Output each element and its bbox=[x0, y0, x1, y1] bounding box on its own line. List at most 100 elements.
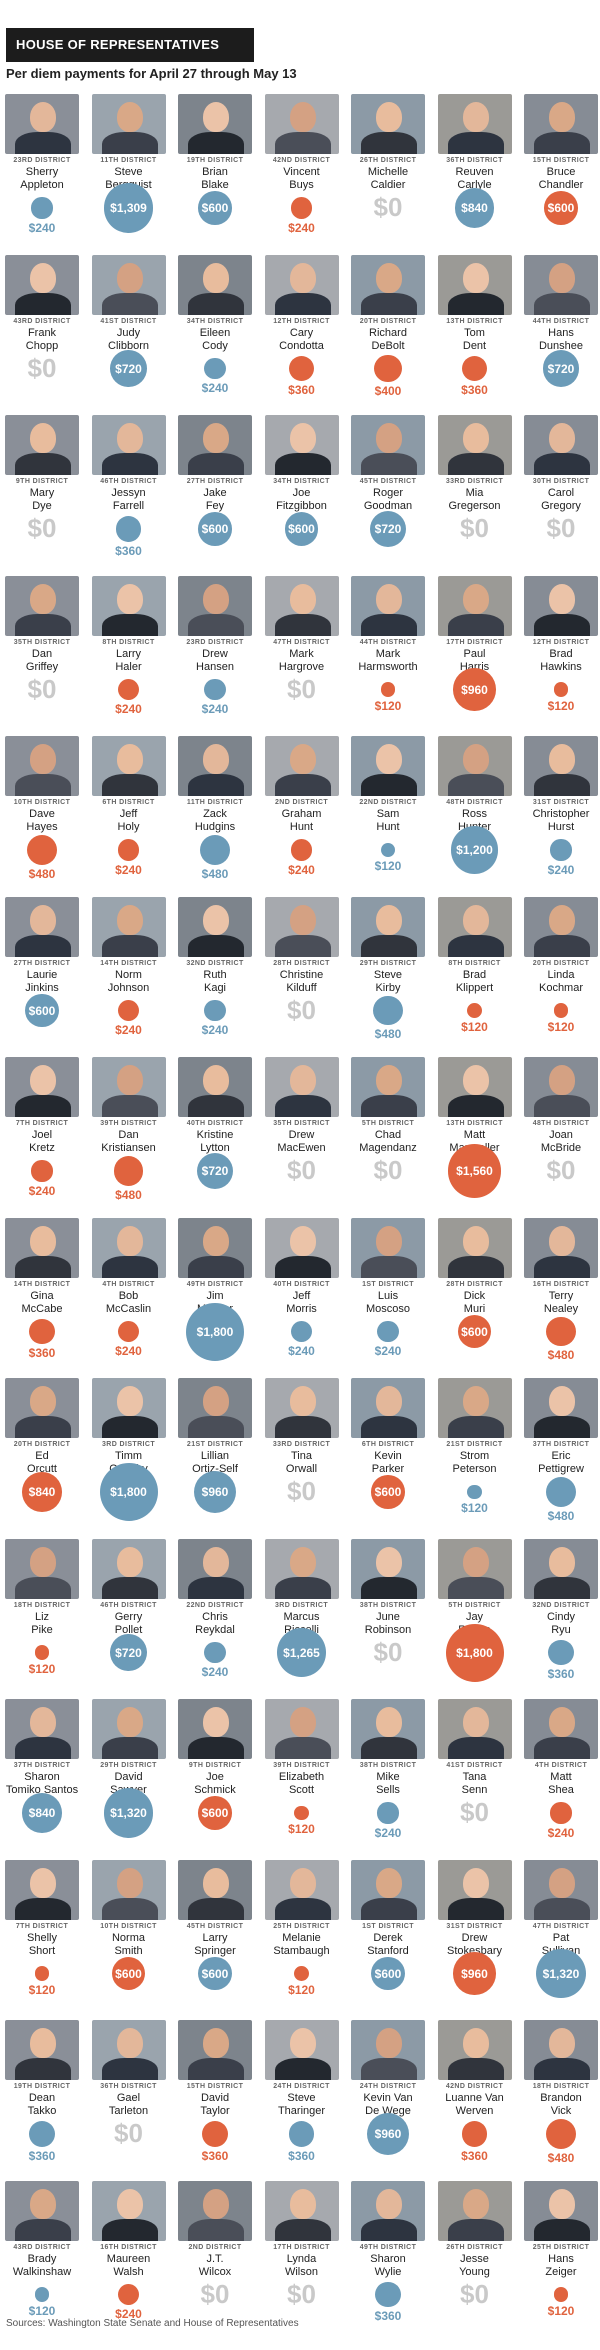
member-last-name: Orcutt bbox=[27, 1463, 57, 1475]
district-label: 49TH DISTRICT bbox=[186, 1280, 244, 1288]
member-card: 30TH DISTRICT Carol Gregory $0 bbox=[521, 415, 600, 565]
photo-head bbox=[203, 1225, 229, 1256]
payment-amount: $840 bbox=[28, 1485, 56, 1499]
member-first-name: Paul bbox=[463, 647, 486, 660]
photo-head bbox=[462, 2028, 489, 2058]
member-photo bbox=[91, 1057, 166, 1117]
photo-body bbox=[534, 292, 590, 315]
payment-amount: $600 bbox=[461, 1324, 488, 1339]
member-last-name: Zeiger bbox=[545, 2265, 577, 2278]
member-photo bbox=[178, 254, 252, 315]
member-card: 42ND DISTRICT Vincent Buys $240 bbox=[262, 94, 342, 244]
member-first-name: Bob bbox=[118, 1289, 139, 1302]
photo-body bbox=[361, 1255, 417, 1278]
payment-amount: $240 bbox=[28, 1183, 56, 1198]
district-label: 32ND DISTRICT bbox=[186, 959, 244, 967]
member-first-name: Kevin bbox=[374, 1450, 402, 1462]
payment-amount: $240 bbox=[547, 862, 575, 877]
member-last-name: De Wege bbox=[365, 2105, 411, 2117]
member-card: 9TH DISTRICT Joe Schmick $600 bbox=[175, 1699, 255, 1849]
district-label: 13TH DISTRICT bbox=[446, 1120, 503, 1127]
member-photo bbox=[91, 1378, 166, 1438]
district-label: 2ND DISTRICT bbox=[274, 799, 329, 806]
payment-amount: $240 bbox=[547, 1825, 575, 1840]
district-label: 19TH DISTRICT bbox=[13, 2083, 71, 2090]
photo-head bbox=[203, 423, 229, 453]
member-last-name: Wilcox bbox=[198, 2265, 232, 2278]
member-photo bbox=[437, 1538, 512, 1599]
member-last-name: Clibborn bbox=[108, 339, 149, 352]
photo-body bbox=[188, 934, 244, 957]
member-last-name: Muri bbox=[463, 1302, 486, 1315]
member-card: 21ST DISTRICT Lillian Ortiz-Self $960 bbox=[175, 1378, 255, 1528]
photo-head bbox=[376, 1867, 402, 1898]
payment-bubble bbox=[447, 1144, 502, 1198]
member-first-name: Brian bbox=[202, 166, 228, 178]
member-first-name: Dan bbox=[31, 647, 53, 660]
member-last-name: Springer bbox=[194, 1944, 236, 1957]
photo-body bbox=[274, 774, 331, 796]
payment-bubble bbox=[288, 355, 315, 382]
payment-bubble bbox=[29, 2121, 55, 2147]
member-first-name: Shelly bbox=[27, 1931, 57, 1944]
member-photo bbox=[5, 415, 79, 475]
photo-body bbox=[274, 453, 331, 475]
member-last-name: Peterson bbox=[452, 1463, 497, 1475]
photo-body bbox=[534, 774, 590, 796]
payment-bubble bbox=[204, 999, 226, 1022]
member-photo bbox=[264, 2180, 339, 2241]
district-label: 20TH DISTRICT bbox=[13, 1441, 71, 1448]
member-last-name: Cody bbox=[202, 339, 228, 352]
photo-head bbox=[116, 1386, 143, 1416]
member-photo bbox=[91, 94, 166, 154]
photo-body bbox=[101, 453, 158, 475]
member-photo bbox=[437, 2180, 512, 2241]
member-photo bbox=[91, 575, 166, 636]
member-last-name: Blake bbox=[201, 179, 229, 191]
member-first-name: Vincent bbox=[283, 166, 320, 178]
payment-amount: $360 bbox=[461, 383, 488, 398]
photo-head bbox=[462, 1225, 489, 1256]
photo-head bbox=[30, 423, 56, 453]
photo-head bbox=[203, 744, 229, 774]
photo-body bbox=[447, 132, 504, 154]
photo-body bbox=[447, 1095, 504, 1117]
photo-head bbox=[203, 904, 229, 935]
payment-amount: $360 bbox=[374, 2309, 402, 2324]
member-card: 5TH DISTRICT Chad Magendanz $0 bbox=[348, 1057, 428, 1207]
district-label: 17TH DISTRICT bbox=[273, 2243, 330, 2251]
payment-bubble bbox=[202, 2121, 228, 2147]
member-first-name: Lillian bbox=[200, 1450, 230, 1462]
member-last-name: Buys bbox=[289, 179, 314, 191]
member-first-name: Maureen bbox=[106, 2252, 151, 2265]
photo-head bbox=[549, 2028, 575, 2058]
payment-bubble bbox=[550, 1802, 572, 1824]
district-label: 49TH DISTRICT bbox=[359, 2243, 417, 2251]
payment-amount: $600 bbox=[547, 201, 575, 215]
member-photo bbox=[91, 896, 166, 957]
payment-bubble bbox=[288, 2121, 315, 2147]
member-last-name: Kochmar bbox=[538, 981, 584, 994]
payment-amount: $240 bbox=[201, 381, 229, 396]
photo-body bbox=[447, 453, 504, 475]
member-photo bbox=[5, 736, 79, 796]
photo-body bbox=[15, 1897, 71, 1920]
member-first-name: Mary bbox=[29, 487, 55, 499]
member-first-name: Gael bbox=[116, 2092, 141, 2104]
member-photo bbox=[437, 254, 512, 315]
member-first-name: Joan bbox=[549, 1129, 573, 1141]
photo-head bbox=[203, 1867, 229, 1898]
payment-bubble bbox=[550, 839, 572, 861]
member-first-name: Joel bbox=[31, 1129, 53, 1141]
member-first-name: Steve bbox=[287, 2092, 316, 2104]
member-card: 20TH DISTRICT Ed Orcutt $840 bbox=[2, 1378, 82, 1528]
photo-body bbox=[361, 934, 417, 957]
member-card: 38TH DISTRICT June Robinson $0 bbox=[348, 1538, 428, 1689]
payment-amount: $840 bbox=[461, 201, 488, 215]
payment-bubble bbox=[34, 1966, 50, 1981]
photo-head bbox=[116, 1065, 143, 1095]
member-photo bbox=[351, 1378, 425, 1438]
member-photo bbox=[437, 575, 512, 636]
payment-amount: $360 bbox=[28, 1346, 56, 1361]
chart-subtitle: Per diem payments for April 27 through M… bbox=[6, 66, 297, 81]
